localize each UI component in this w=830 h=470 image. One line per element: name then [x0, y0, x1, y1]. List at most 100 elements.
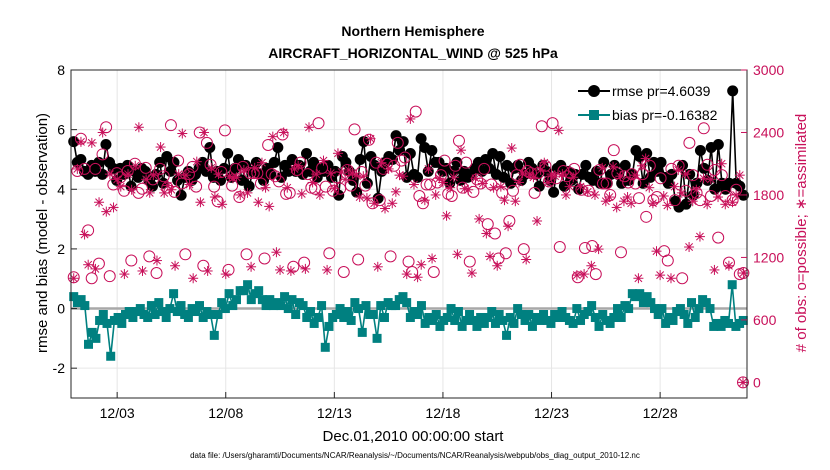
bias-point — [487, 307, 497, 317]
asterisk-stroke — [739, 269, 748, 278]
obs-assimilated-point — [151, 255, 162, 266]
obs-assimilated-point — [148, 170, 159, 181]
asterisk-stroke — [279, 128, 288, 137]
obs-possible-point — [82, 224, 95, 237]
obs-assimilated-point — [412, 272, 423, 283]
rmse-point — [505, 177, 517, 189]
obs-assimilated-point — [101, 206, 112, 217]
bias-point — [194, 301, 204, 311]
obs-assimilated-point — [535, 164, 546, 175]
chart-subtitle: AIRCRAFT_HORIZONTAL_WIND @ 525 hPa — [268, 45, 558, 61]
obs-assimilated-point — [238, 164, 249, 175]
bias-point — [135, 304, 145, 314]
asterisk-stroke — [507, 144, 516, 153]
obs-assimilated-point — [474, 213, 485, 224]
obs-assimilated-point — [481, 228, 492, 239]
asterisk-stroke — [384, 164, 393, 173]
asterisk-stroke — [591, 190, 599, 199]
asterisk-stroke — [446, 183, 455, 192]
bias-point — [91, 333, 101, 343]
bias-point — [117, 318, 127, 328]
asterisk-stroke — [149, 171, 158, 180]
obs-possible-point — [402, 255, 415, 268]
asterisk-stroke — [576, 182, 585, 191]
bias-point — [342, 307, 352, 317]
obs-assimilated-point — [463, 184, 474, 195]
obs-assimilated-point — [206, 162, 217, 173]
bias-point — [379, 312, 389, 322]
obs-assimilated-point — [615, 171, 626, 182]
asterisk-stroke — [178, 129, 187, 138]
rmse-point — [404, 147, 416, 159]
obs-possible-point — [632, 192, 645, 205]
asterisk-stroke — [388, 199, 397, 208]
obs-assimilated-point — [709, 264, 720, 275]
obs-possible-point — [157, 170, 170, 183]
asterisk-stroke — [438, 178, 447, 187]
obs-possible-point — [326, 184, 339, 197]
bias-point — [453, 307, 463, 317]
rmse-point — [494, 150, 506, 162]
asterisk-stroke — [674, 166, 683, 174]
bias-point — [513, 304, 523, 314]
obs-assimilated-point — [195, 197, 206, 208]
obs-assimilated-point — [383, 163, 394, 174]
bias-point — [679, 310, 689, 320]
obs-assimilated-point — [202, 265, 213, 276]
bias-point — [716, 321, 726, 331]
obs-assimilated-point — [358, 171, 369, 182]
bias-point — [668, 315, 678, 325]
rmse-point — [354, 153, 366, 165]
obs-possible-point — [539, 159, 552, 172]
legend-rmse-label: rmse pr=4.6039 — [612, 83, 711, 99]
rmse-point — [694, 145, 706, 157]
asterisk-stroke — [174, 170, 183, 179]
obs-assimilated-point — [713, 192, 724, 203]
obs-possible-point — [233, 191, 246, 204]
obs-assimilated-point — [673, 164, 684, 175]
asterisk-stroke — [648, 199, 657, 208]
asterisk-stroke — [475, 214, 484, 223]
obs-possible-point — [226, 179, 239, 192]
asterisk-stroke — [471, 174, 480, 183]
x-tick-label: 12/28 — [643, 405, 678, 421]
bias-point — [609, 312, 619, 322]
obs-assimilated-point — [691, 184, 702, 195]
bias-point — [675, 304, 685, 314]
asterisk-stroke — [706, 175, 715, 184]
asterisk-stroke — [214, 170, 223, 179]
asterisk-stroke — [699, 174, 708, 183]
bias-point — [420, 318, 430, 328]
bias-point — [638, 298, 648, 308]
bias-point — [113, 312, 123, 322]
bias-point — [150, 310, 160, 320]
obs-possible-point — [85, 272, 98, 285]
obs-possible-point — [445, 189, 458, 202]
obs-possible-point — [676, 272, 689, 285]
obs-possible-point — [546, 117, 559, 130]
obs-assimilated-point — [557, 169, 568, 180]
bias-point — [213, 310, 223, 320]
asterisk-stroke — [210, 193, 219, 201]
obs-assimilated-point — [184, 179, 195, 190]
obs-assimilated-point — [235, 189, 246, 200]
asterisk-stroke — [77, 137, 85, 146]
bias-point — [298, 301, 308, 311]
rmse-point — [372, 192, 384, 204]
obs-assimilated-point — [597, 162, 608, 173]
asterisk-stroke — [710, 265, 719, 274]
asterisk-stroke — [95, 198, 104, 207]
asterisk-stroke — [442, 211, 451, 220]
obs-assimilated-point — [698, 173, 709, 184]
bias-point — [106, 351, 116, 361]
bias-point — [483, 312, 493, 322]
obs-assimilated-point — [723, 260, 734, 271]
bias-point — [587, 301, 597, 311]
bias-point — [576, 315, 586, 325]
bias-point — [431, 310, 441, 320]
asterisk-stroke — [84, 260, 93, 269]
obs-possible-point — [647, 194, 660, 207]
bias-point — [95, 315, 105, 325]
asterisk-stroke — [529, 173, 538, 182]
obs-possible-point — [596, 177, 609, 190]
